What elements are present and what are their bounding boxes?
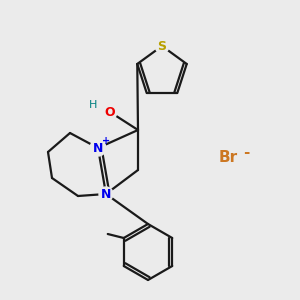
Text: Br: Br xyxy=(218,151,238,166)
Circle shape xyxy=(103,105,117,119)
Text: S: S xyxy=(158,40,166,52)
Text: +: + xyxy=(102,136,110,146)
Text: H: H xyxy=(89,100,97,110)
Text: N: N xyxy=(101,188,111,200)
Circle shape xyxy=(155,39,169,53)
Text: O: O xyxy=(105,106,115,118)
Text: -: - xyxy=(243,145,249,160)
Circle shape xyxy=(99,187,113,201)
Text: N: N xyxy=(93,142,103,154)
Circle shape xyxy=(90,140,106,156)
Circle shape xyxy=(87,99,99,111)
